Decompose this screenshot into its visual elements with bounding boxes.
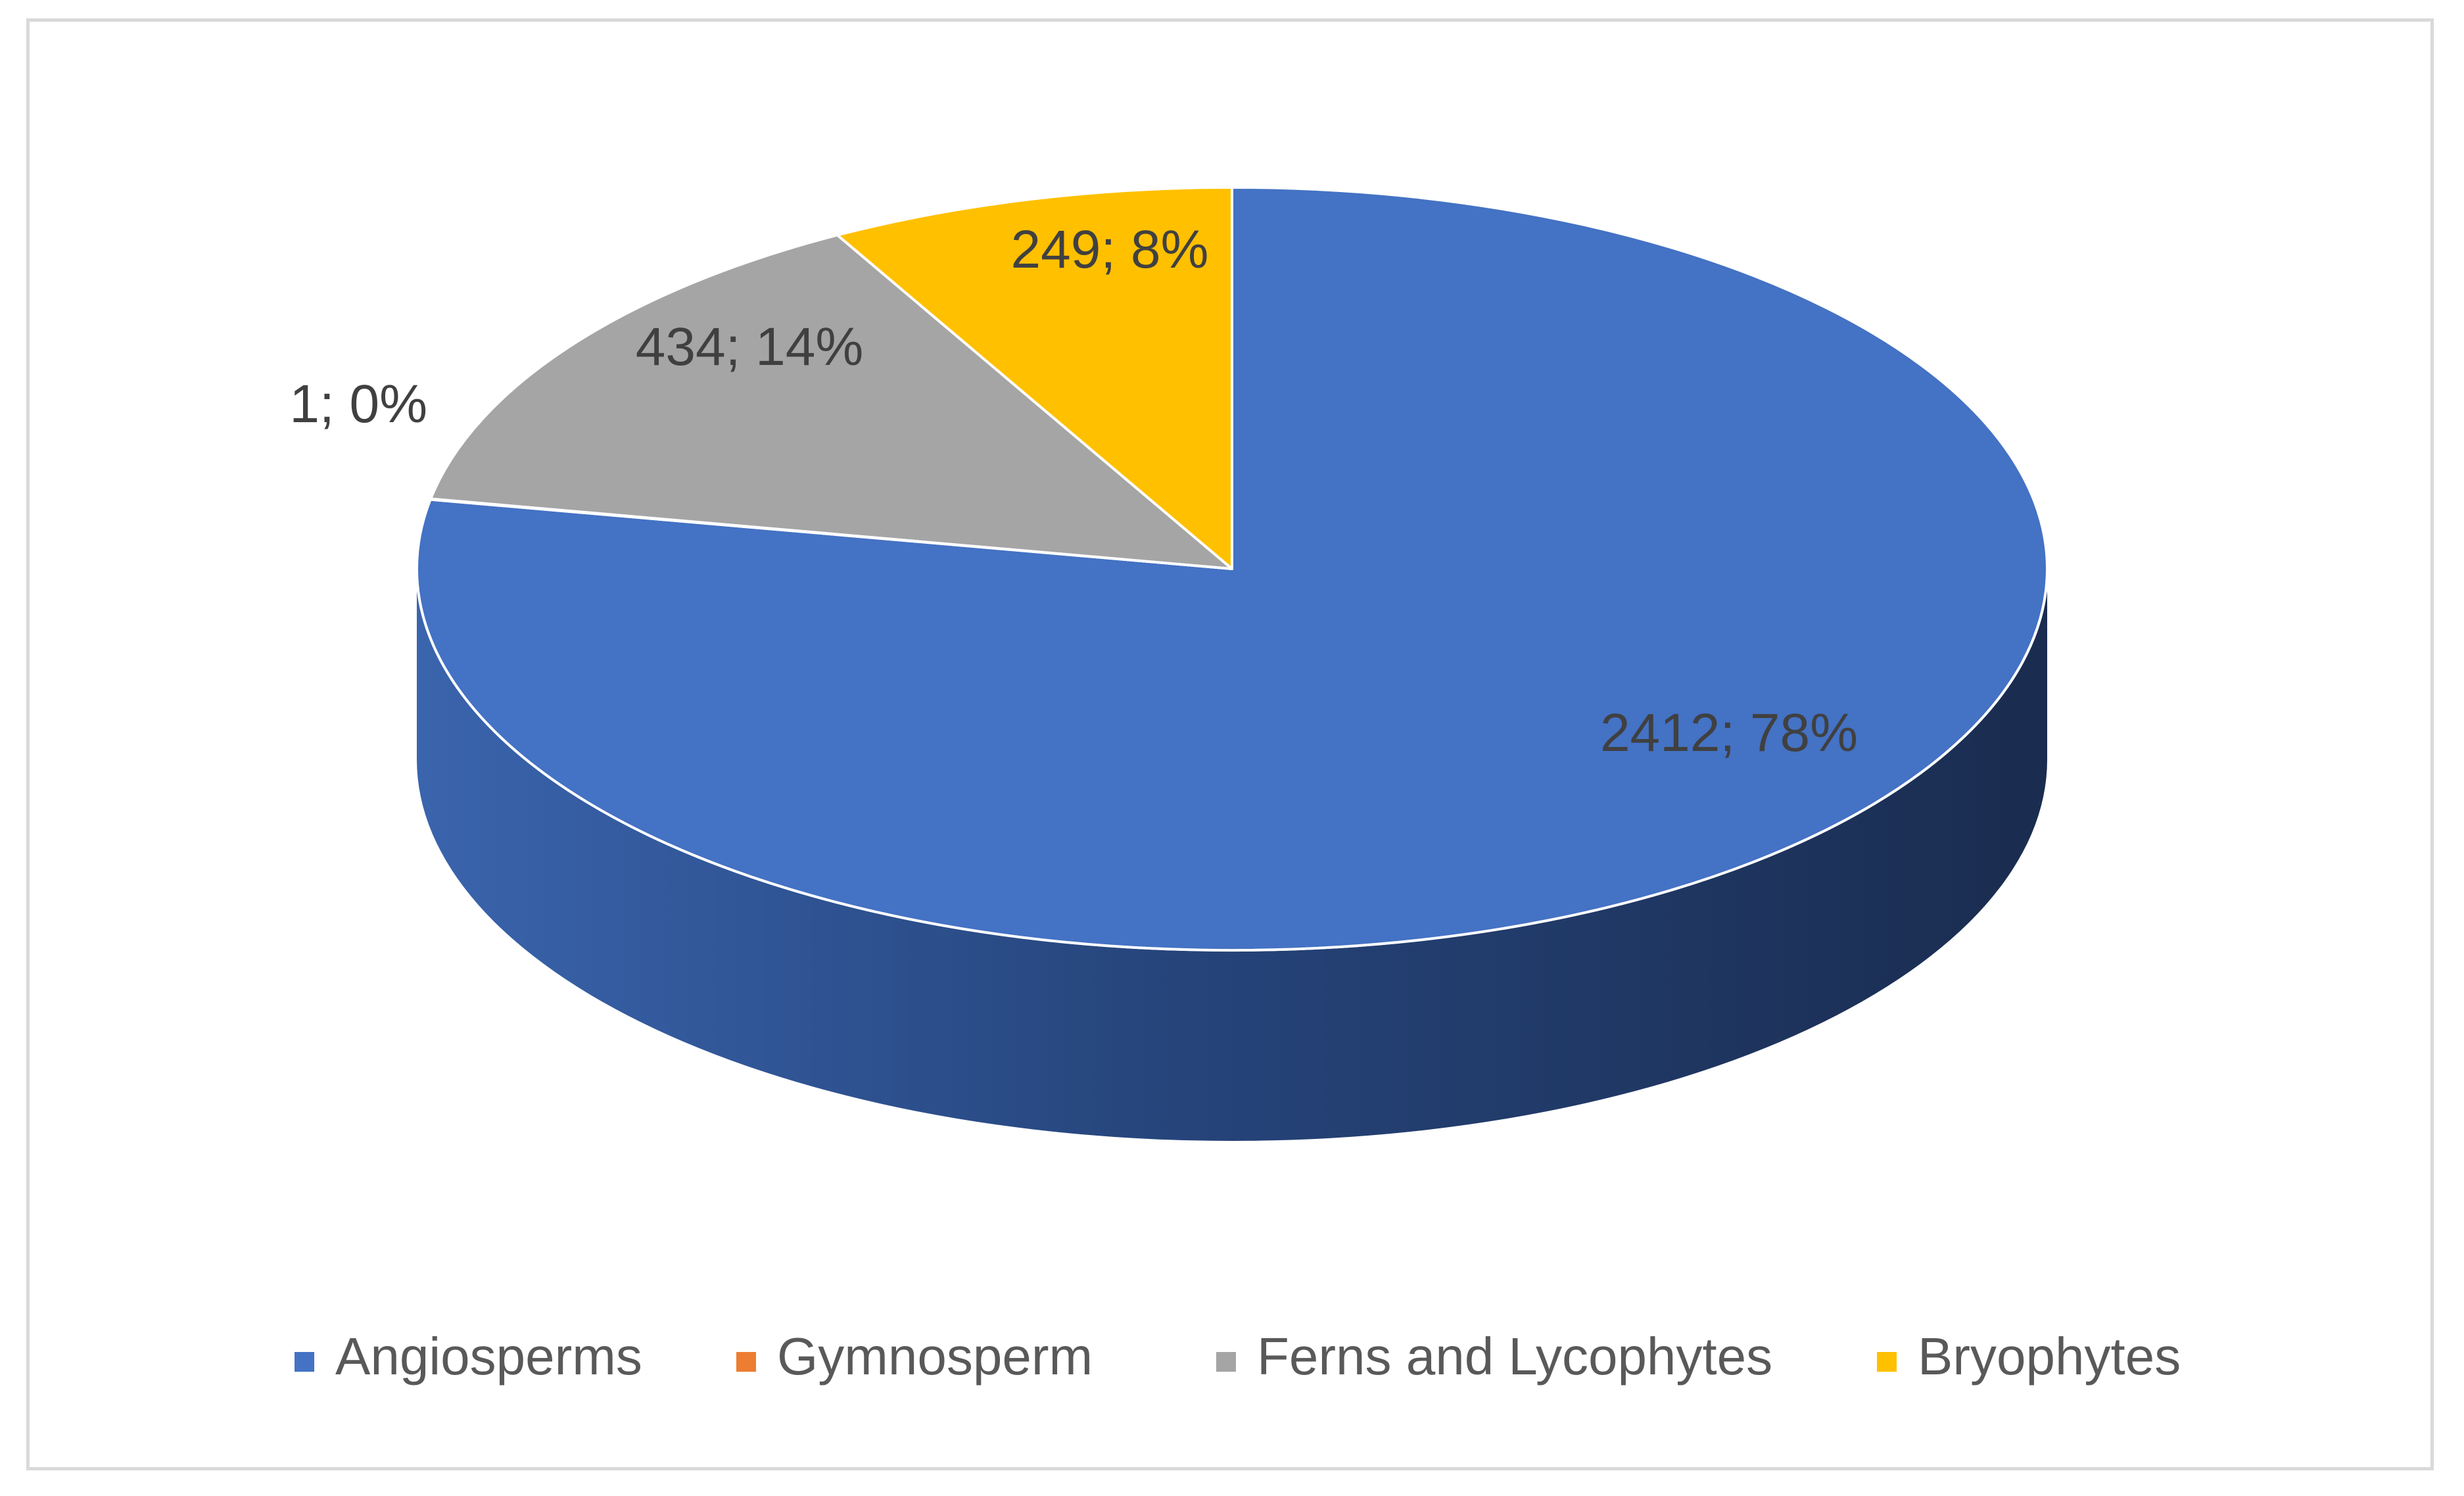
legend-label-ferns-and-lycophytes: Ferns and Lycophytes	[1257, 1327, 1772, 1386]
legend-item-ferns-and-lycophytes: Ferns and Lycophytes	[1216, 1327, 1772, 1386]
pie-slice-ferns-and-lycophytes	[429, 233, 1233, 570]
pie-slice-bryophytes	[836, 186, 1233, 570]
legend-swatch-angiosperms	[295, 1352, 314, 1372]
legend-label-bryophytes: Bryophytes	[1918, 1327, 2181, 1386]
data-label-bryophytes: 249; 8%	[1011, 220, 1209, 279]
data-label-ferns-and-lycophytes: 434; 14%	[636, 317, 864, 377]
pie-side-wall-angiosperms	[417, 569, 2047, 1141]
legend-swatch-ferns-and-lycophytes	[1216, 1352, 1236, 1372]
legend: Angiosperms Gymnosperm Ferns and Lycophyte…	[295, 1327, 2181, 1386]
legend-item-bryophytes: Bryophytes	[1877, 1327, 2181, 1386]
legend-label-angiosperms: Angiosperms	[335, 1327, 642, 1386]
pie-top-face	[415, 186, 2049, 952]
data-label-angiosperms: 2412; 78%	[1600, 703, 1858, 763]
data-labels: 2412; 78% 1; 0% 434; 14% 249; 8%	[289, 220, 1858, 763]
data-label-gymnosperm: 1; 0%	[289, 374, 427, 434]
legend-swatch-bryophytes	[1877, 1352, 1897, 1372]
legend-item-angiosperms: Angiosperms	[295, 1327, 642, 1386]
legend-item-gymnosperm: Gymnosperm	[736, 1327, 1093, 1386]
legend-label-gymnosperm: Gymnosperm	[777, 1327, 1093, 1386]
legend-swatch-gymnosperm	[736, 1352, 756, 1372]
